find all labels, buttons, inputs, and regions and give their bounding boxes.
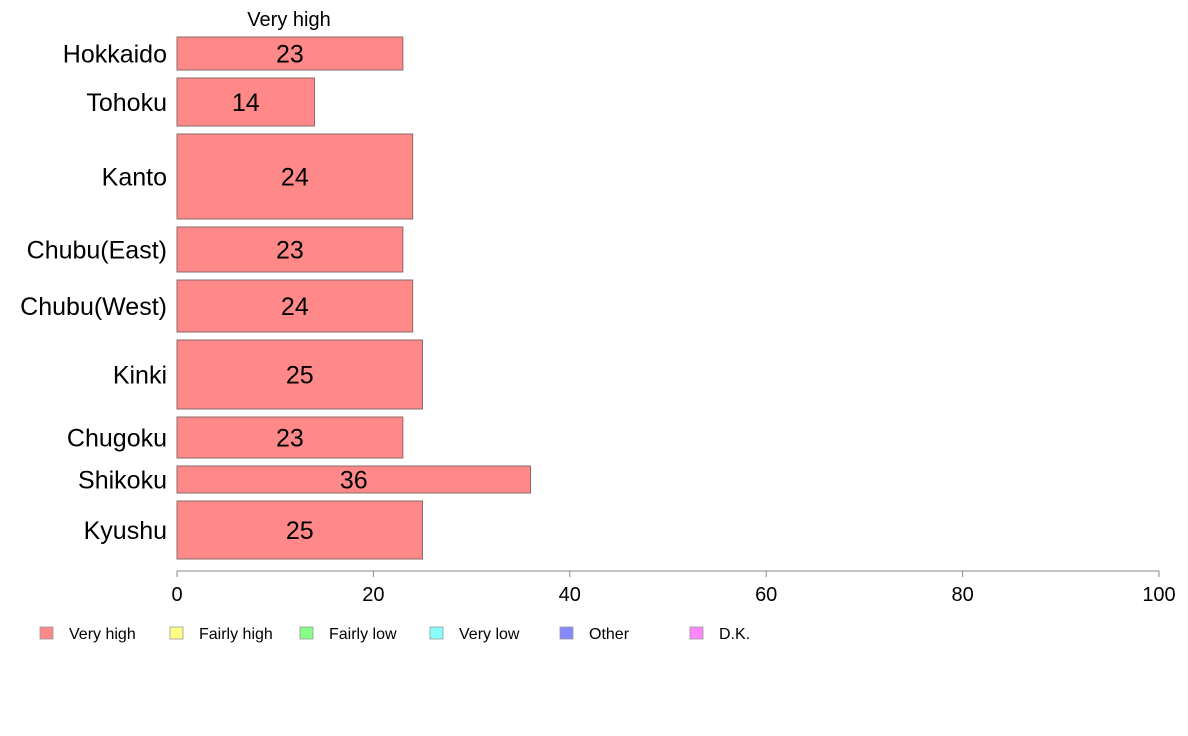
bar [176,133,414,220]
data-label: 23 [276,41,304,69]
x-tick-label: 40 [559,584,581,606]
legend: Very high Fairly high Fairly low Very low Ot… [39,626,750,643]
category-label: Kinki [113,362,167,390]
data-label: 25 [286,362,314,390]
data-label: 23 [276,237,304,265]
category-label: Chugoku [67,425,167,453]
bar [176,36,404,71]
category-label: Kanto [102,164,167,192]
category-label: Kyushu [84,517,167,545]
bar [176,279,414,333]
category-label: Hokkaido [63,41,167,69]
bar [176,465,532,494]
legend-swatch [689,626,704,640]
x-tick-label: 100 [1142,584,1175,606]
category-label: Chubu(West) [20,293,167,321]
data-label: 36 [340,467,368,495]
x-axis: 0 20 40 60 80 100 [171,570,1176,606]
legend-label: Fairly high [199,626,273,643]
category-label: Shikoku [78,467,167,495]
x-tick-label: 60 [755,584,777,606]
legend-swatch [169,626,184,640]
legend-label: Very low [459,626,520,643]
legend-swatch [39,626,54,640]
legend-swatch [429,626,444,640]
legend-label: D.K. [719,626,750,643]
data-label: 24 [281,293,309,321]
x-tick-label: 0 [171,584,182,606]
data-label: 14 [232,89,260,117]
x-tick-label: 20 [362,584,384,606]
bar [176,77,315,127]
legend-label: Very high [69,626,136,643]
bar [176,500,423,560]
bar [176,226,404,273]
bar [176,416,404,459]
data-label: 25 [286,517,314,545]
legend-swatch [559,626,574,640]
category-label: Tohoku [86,89,167,117]
x-tick-label: 80 [951,584,973,606]
legend-swatch [299,626,314,640]
bar [176,339,423,410]
series-title: Very high [247,9,330,31]
legend-label: Fairly low [329,626,397,643]
bar-group: Hokkaido 23 Tohoku 14 Kanto 24 Chubu(East) 23 Ch… [20,36,532,560]
data-label: 24 [281,164,309,192]
data-label: 23 [276,425,304,453]
legend-label: Other [589,626,630,643]
category-label: Chubu(East) [27,237,167,265]
